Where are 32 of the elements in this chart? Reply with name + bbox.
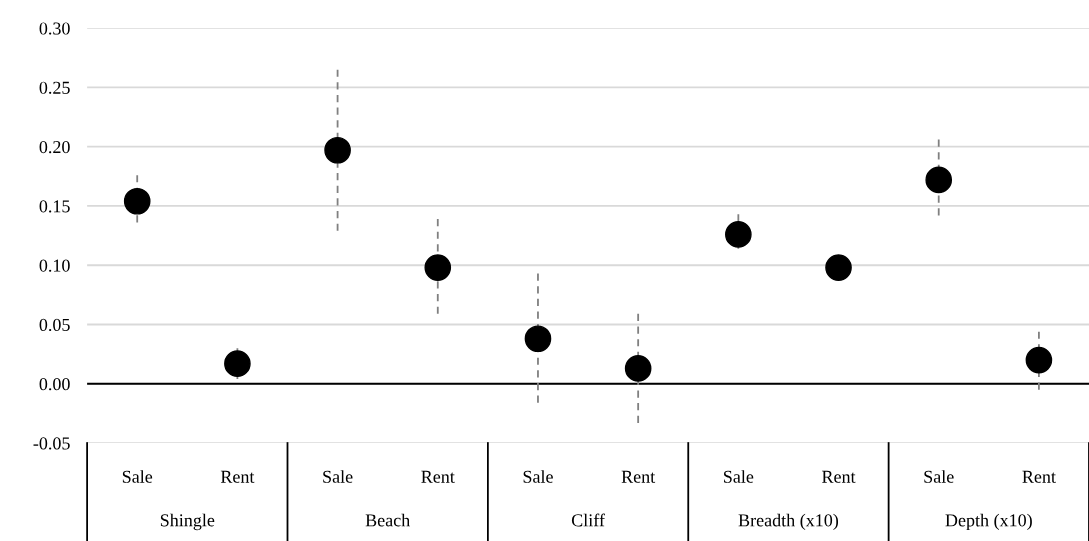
y-tick-label: -0.05 (33, 437, 70, 450)
point (925, 166, 953, 194)
y-tick-label: 0.20 (39, 140, 70, 154)
text: Depth (x10) (945, 513, 1032, 531)
point (224, 350, 251, 377)
y-tick-label: 0.05 (39, 318, 70, 332)
x-tick-label: Rent (621, 470, 656, 483)
x-tick-label: Rent (421, 470, 455, 483)
text: Shingle (160, 513, 215, 531)
point (324, 136, 351, 164)
point (624, 355, 652, 382)
x-tick-label: Sale (122, 470, 153, 483)
x-tick-label: Sale (924, 470, 954, 483)
y-tick-label: 0.30 (39, 22, 70, 35)
y-tick-label: 0.00 (39, 378, 70, 391)
point (524, 325, 552, 353)
x-tick-label: Sale (523, 470, 553, 483)
x-tick-label: Sale (323, 470, 353, 483)
x-tick-label: Rent (1022, 470, 1056, 483)
point (825, 254, 852, 281)
x-tick-label: Rent (822, 470, 856, 483)
text: Beach (365, 513, 410, 527)
point (123, 187, 151, 215)
x-tick-label: Sale (724, 470, 754, 483)
y-tick-label: 0.10 (39, 259, 70, 272)
text: Cliff (571, 513, 605, 527)
point (1025, 346, 1053, 374)
y-tick-label: 0.25 (39, 81, 70, 94)
point (424, 254, 452, 281)
y-tick-label: 0.15 (39, 200, 70, 213)
text: Breadth (x10) (738, 513, 839, 531)
x-tick-label: Rent (220, 470, 255, 483)
